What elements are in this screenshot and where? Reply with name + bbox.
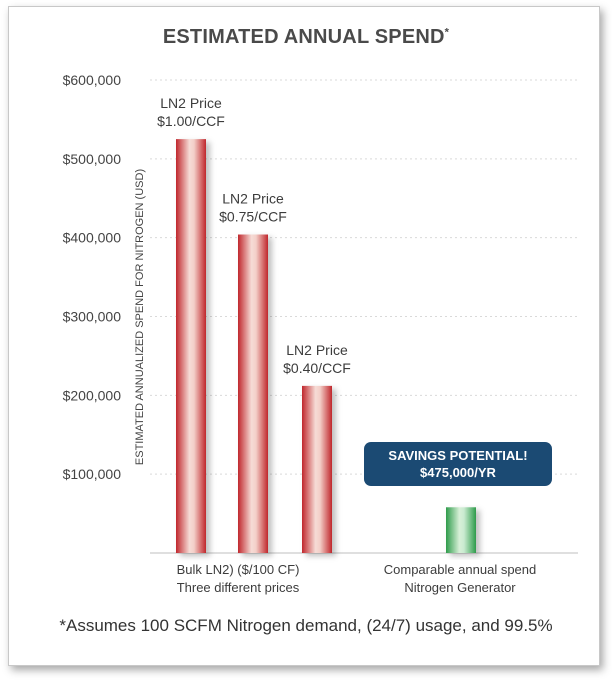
footnote: *Assumes 100 SCFM Nitrogen demand, (24/7… — [59, 616, 553, 635]
y-tick-label: $200,000 — [63, 387, 122, 403]
chart-frame — [8, 6, 600, 666]
y-tick-label: $100,000 — [63, 466, 122, 482]
y-tick-label: $500,000 — [63, 151, 122, 167]
bars — [176, 139, 476, 553]
bar-nitrogen-generator — [446, 507, 476, 553]
bar-ln2-0 — [176, 139, 206, 553]
y-tick-label: $300,000 — [63, 309, 122, 325]
chart-title: ESTIMATED ANNUAL SPEND* — [0, 26, 612, 49]
bar-label-line1: LN2 Price — [222, 191, 284, 207]
bar-label-line1: LN2 Price — [160, 95, 222, 111]
callout-line1: SAVINGS POTENTIAL! — [388, 448, 527, 463]
bar-ln2-2 — [302, 385, 332, 553]
bar-label-line2: $0.40/CCF — [283, 360, 351, 376]
category-label-line2: Nitrogen Generator — [404, 580, 516, 595]
y-axis-title: ESTIMATED ANNUALIZED SPEND FOR NITROGEN … — [134, 169, 146, 465]
category-label-line1: Bulk LN2) ($/100 CF) — [177, 562, 300, 577]
grid-layer — [150, 79, 578, 475]
chart-title-text: ESTIMATED ANNUAL SPEND — [162, 26, 445, 48]
callout-box — [364, 442, 552, 486]
chart-title-mark: * — [444, 26, 450, 39]
savings-callout: SAVINGS POTENTIAL! $475,000/YR — [364, 442, 552, 486]
bar-chart: $100,000 $200,000 $300,000 $400,000 $500,000… — [63, 72, 578, 595]
y-tick-label: $600,000 — [63, 72, 122, 88]
bar-label-line2: $0.75/CCF — [219, 209, 287, 225]
category-label-line2: Three different prices — [177, 580, 300, 595]
y-axis: $100,000 $200,000 $300,000 $400,000 $500,000… — [63, 72, 578, 554]
category-label-line1: Comparable annual spend — [384, 562, 537, 577]
callout-line2: $475,000/YR — [420, 465, 497, 480]
bar-labels: LN2 Price $1.00/CCF LN2 Price $0.75/CCF LN2 … — [157, 95, 351, 376]
bar-ln2-1 — [238, 234, 268, 553]
category-labels: Bulk LN2) ($/100 CF) Three different pric… — [177, 562, 537, 595]
bar-label-line1: LN2 Price — [286, 342, 348, 358]
bar-label-line2: $1.00/CCF — [157, 113, 225, 129]
y-tick-label: $400,000 — [63, 230, 122, 246]
